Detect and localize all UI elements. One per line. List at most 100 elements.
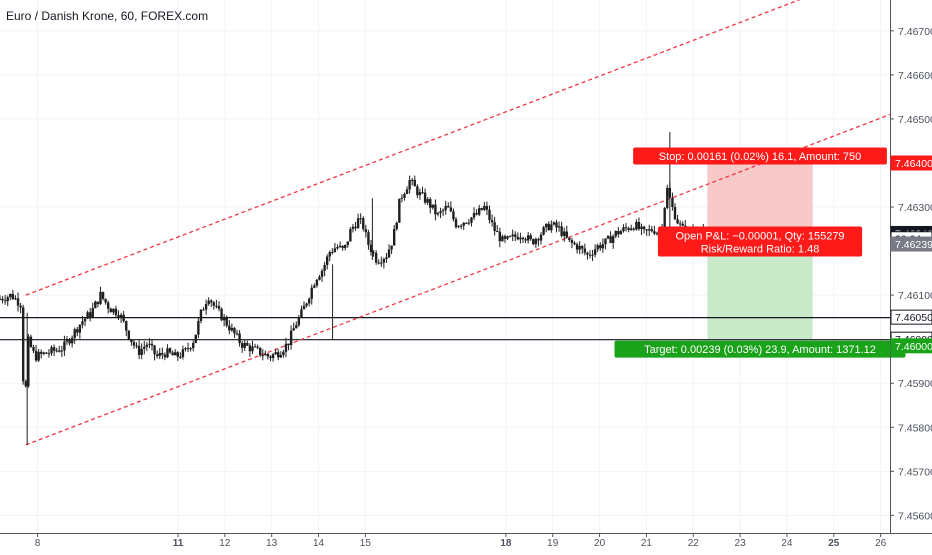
price-badge-target: 7.46000 [890, 338, 932, 354]
candle-body [622, 227, 625, 232]
candle-body [640, 226, 643, 230]
candle-body [537, 239, 540, 241]
candle-body [619, 231, 623, 235]
candle-body [374, 252, 378, 263]
candle-body [331, 251, 334, 253]
x-tick-label: 15 [360, 538, 372, 549]
candle-body [323, 264, 326, 271]
candle-body [256, 346, 259, 348]
candle-body [184, 348, 187, 350]
candle-body [493, 222, 496, 232]
candle-body [107, 302, 110, 309]
candle-body [501, 236, 504, 242]
candle-body [362, 218, 365, 230]
candle-body [279, 355, 283, 358]
candle-body [217, 306, 221, 309]
candle-body [313, 285, 316, 288]
price-badge-box [890, 236, 932, 252]
candle-body [408, 179, 411, 190]
candle-body [14, 298, 17, 300]
candle-body [68, 339, 71, 344]
y-tick-label: 7.45700 [898, 466, 932, 478]
candle-body [563, 231, 566, 236]
x-tick-label: 23 [735, 538, 747, 549]
candle-body [173, 352, 177, 356]
candle-body [161, 352, 164, 355]
candle-body [55, 350, 58, 352]
candle-body [434, 204, 437, 215]
candle-body [19, 305, 22, 308]
channel-line[interactable] [25, 113, 891, 446]
candle-body [50, 347, 53, 354]
stop-label-text: Stop: 0.00161 (0.02%) 16.1, Amount: 750 [659, 151, 861, 163]
candle-body [583, 248, 587, 253]
candle-body [575, 244, 579, 250]
candle-body [32, 346, 35, 351]
candle-body [516, 236, 520, 240]
candle-body [444, 205, 447, 211]
candle-body [202, 309, 205, 311]
candle-body [197, 320, 200, 335]
candle-body [297, 317, 301, 326]
y-tick-label: 7.46100 [898, 290, 932, 302]
candle-body [405, 189, 409, 194]
candle-body [225, 317, 228, 326]
price-badge-box [890, 155, 932, 171]
candle-body [462, 222, 465, 226]
candle-body [496, 231, 499, 233]
candle-body [3, 300, 7, 302]
x-tick-label: 25 [828, 538, 840, 549]
candle-body [673, 206, 677, 220]
candle-body [436, 213, 440, 215]
candle-body [109, 308, 112, 313]
candle-body [632, 228, 635, 230]
candle-body [666, 187, 669, 208]
pnl-label[interactable]: Open P&L: −0.00001, Qty: 155279Risk/Rewa… [657, 226, 863, 257]
price-axis[interactable]: 7.46700 7.46600 7.46500 7.46300 7.46100 7.459… [890, 26, 932, 523]
candle-body [617, 230, 620, 235]
candle-body [230, 327, 234, 331]
time-axis[interactable]: 8 11 12 13 14 15 18 19 20 21 22 23 24 25 26 [35, 533, 887, 549]
candle-body [186, 348, 190, 350]
candle-body [429, 199, 432, 208]
candle-body [212, 302, 216, 306]
candle-body [573, 242, 576, 245]
candle-body [382, 259, 386, 263]
candle-body [130, 339, 133, 342]
candle-body [467, 222, 471, 224]
candle-body [426, 199, 429, 203]
x-tick-label: 19 [547, 538, 559, 549]
candle-body [627, 228, 630, 230]
candle-body [271, 354, 275, 358]
candle-body [179, 356, 182, 358]
x-tick-label: 24 [781, 538, 793, 549]
x-tick-label: 21 [641, 538, 653, 549]
candle-body [320, 270, 324, 277]
x-tick-label: 11 [173, 538, 184, 549]
candle-body [158, 352, 161, 357]
candle-body [37, 351, 40, 361]
candle-body [498, 231, 502, 242]
candle-body [40, 351, 43, 354]
candle-body [78, 324, 82, 333]
candle-body [423, 192, 427, 203]
candle-body [101, 291, 105, 299]
candle-body [529, 235, 532, 240]
candle-body [240, 343, 244, 348]
candle-body [676, 219, 679, 224]
candle-body [248, 345, 252, 352]
candle-body [210, 300, 213, 303]
candle-body [416, 186, 419, 196]
target-label[interactable]: Target: 0.00239 (0.03%) 23.9, Amount: 13… [614, 340, 906, 358]
stop-label[interactable]: Stop: 0.00161 (0.02%) 16.1, Amount: 750 [633, 147, 887, 165]
candle-body [568, 237, 571, 241]
candle-body [0, 298, 2, 300]
candle-body [166, 348, 169, 358]
candle-body [344, 244, 347, 248]
x-tick-label: 8 [35, 538, 41, 549]
candle-body [259, 347, 262, 356]
candle-body [624, 227, 628, 229]
candle-body [385, 257, 388, 260]
candle-body [637, 221, 641, 230]
